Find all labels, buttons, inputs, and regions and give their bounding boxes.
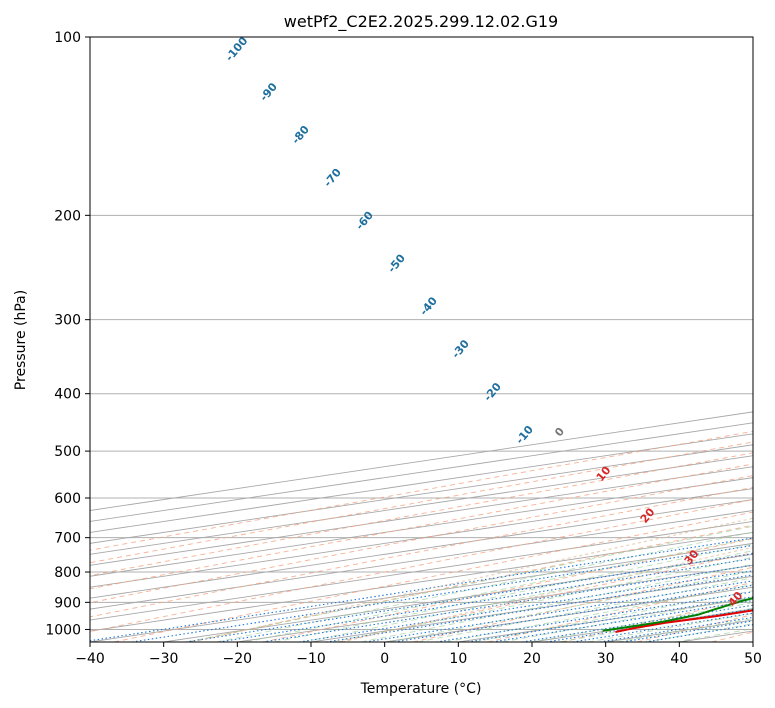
x-tick-label: −10 (296, 651, 326, 667)
moist-adiabat-line (245, 537, 753, 642)
dry-adiabat-line (90, 499, 753, 633)
y-tick-label: 700 (54, 531, 81, 547)
dry-adiabat-line (263, 538, 753, 642)
y-tick-label: 1000 (45, 622, 81, 638)
moist-adiabat-line (303, 550, 753, 642)
dry-adiabat-line (90, 463, 753, 590)
mixing-ratio-line (218, 557, 753, 642)
x-tick-label: 50 (744, 651, 762, 667)
moist-adiabat-line (445, 584, 753, 642)
plot-frame (89, 36, 754, 643)
dry-adiabat-line (90, 452, 753, 576)
dry-adiabat-line (487, 581, 753, 642)
y-tick-label: 100 (54, 30, 81, 46)
y-tick-label: 800 (54, 565, 81, 581)
y-tick-label: 500 (54, 444, 81, 460)
x-tick-label: 30 (597, 651, 615, 667)
x-tick-label: −40 (75, 651, 105, 667)
mixing-ratio-line (522, 604, 753, 642)
y-tick-label: 600 (54, 491, 81, 507)
dry-adiabat-line (114, 511, 753, 642)
dry-adiabat-line (90, 475, 753, 604)
moist-adiabat-line (360, 563, 753, 642)
mixing-ratio-line (492, 599, 753, 642)
background-lines (90, 37, 753, 642)
x-tick-label: 0 (380, 651, 389, 667)
isotherm-line (90, 520, 753, 621)
x-tick-label: −30 (149, 651, 179, 667)
y-tick-label: 900 (54, 595, 81, 611)
x-tick-label: 10 (449, 651, 467, 667)
y-axis-label: Pressure (hPa) (13, 290, 29, 390)
isotherm-line (90, 455, 753, 555)
isotherm-line (90, 466, 753, 566)
mixing-ratio-line (572, 612, 753, 642)
isotherm-line (90, 531, 753, 632)
x-tick-label: −20 (223, 651, 253, 667)
mixing-ratio-line (90, 537, 753, 642)
x-tick-label: 40 (670, 651, 688, 667)
y-tick-label: 200 (54, 208, 81, 224)
isotherm-line (90, 488, 753, 588)
y-tick-label: 300 (54, 313, 81, 329)
chart-title: wetPf2_C2E2.2025.299.12.02.G19 (284, 12, 558, 32)
mixing-ratio-line (599, 616, 753, 642)
mixing-ratio-line (185, 553, 753, 642)
isotherm-line (90, 499, 753, 599)
mixing-ratio-line (131, 544, 753, 642)
x-axis-label: Temperature (°C) (360, 681, 482, 697)
y-tick-label: 400 (54, 387, 81, 403)
axis-ticks: −40 −30 −20 −10 0 10 20 30 40 50 100 200 300 400 500 60… (45, 30, 762, 667)
x-tick-label: 20 (523, 651, 541, 667)
moist-adiabat-line (417, 577, 753, 642)
isotherm-line (90, 510, 753, 610)
isotherm-line (90, 477, 753, 577)
isotherm-line (90, 444, 753, 544)
